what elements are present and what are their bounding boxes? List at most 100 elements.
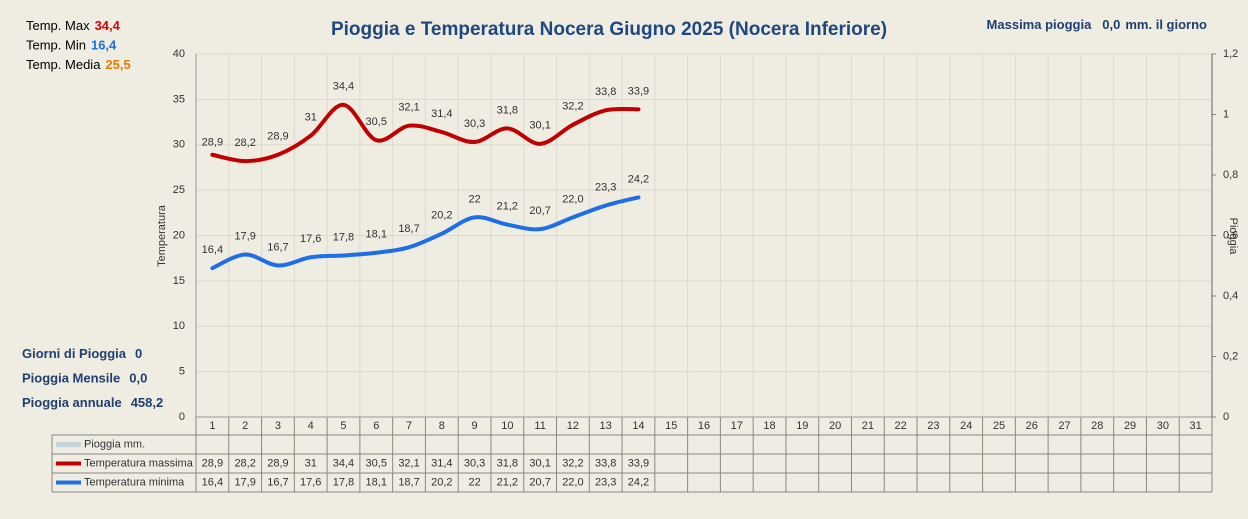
stat-label: Temp. Min: [26, 38, 86, 53]
table-cell: 17,6: [300, 476, 321, 488]
table-cell: 18,1: [366, 476, 387, 488]
x-tick-label: 31: [1189, 420, 1201, 432]
table-cell: 34,4: [333, 457, 354, 469]
stat-label: Temp. Max: [26, 18, 90, 33]
table-cell: 30,1: [529, 457, 550, 469]
x-tick-label: 15: [665, 420, 677, 432]
data-label: 20,7: [529, 205, 550, 217]
stat-value: 458,2: [131, 395, 164, 410]
x-tick-label: 16: [698, 420, 710, 432]
x-tick-label: 21: [862, 420, 874, 432]
table-cell: 31,8: [497, 457, 518, 469]
stat-value: 34,4: [95, 18, 121, 33]
x-tick-label: 6: [373, 420, 379, 432]
x-tick-label: 3: [275, 420, 281, 432]
legend-label: Temperatura minima: [84, 476, 185, 488]
data-label: 23,3: [595, 181, 616, 193]
y-tick-label: 25: [173, 184, 185, 196]
table-cell: 28,2: [234, 457, 255, 469]
data-label: 17,8: [333, 231, 354, 243]
data-label: 30,1: [529, 120, 550, 132]
x-tick-label: 9: [472, 420, 478, 432]
x-tick-label: 4: [308, 420, 314, 432]
y-tick-label: 0: [179, 411, 185, 423]
data-label: 21,2: [497, 201, 518, 213]
data-label: 18,1: [366, 229, 387, 241]
stat-value: 0,0: [129, 371, 147, 386]
table-cell: 31,4: [431, 457, 452, 469]
data-label: 17,6: [300, 233, 321, 245]
x-tick-label: 5: [340, 420, 346, 432]
x-tick-label: 26: [1026, 420, 1038, 432]
table-cell: 20,2: [431, 476, 452, 488]
table-cell: 32,1: [398, 457, 419, 469]
table-cell: 17,8: [333, 476, 354, 488]
table-cell: 21,2: [497, 476, 518, 488]
stat-label: Giorni di Pioggia: [22, 346, 127, 361]
data-label: 31,8: [497, 104, 518, 116]
table-cell: 30,5: [366, 457, 387, 469]
stat-text: Giorni di Pioggia 0: [22, 346, 142, 361]
data-label: 30,5: [366, 116, 387, 128]
stat-value: 0,0: [1102, 17, 1120, 32]
x-tick-label: 27: [1058, 420, 1070, 432]
data-label: 24,2: [628, 173, 649, 185]
x-tick-label: 10: [501, 420, 513, 432]
stat-text: Pioggia annuale 458,2: [22, 395, 163, 410]
data-label: 17,9: [234, 230, 255, 242]
stat-label: Pioggia Mensile: [22, 371, 120, 386]
x-tick-label: 7: [406, 420, 412, 432]
y2-tick-label: 1,2: [1223, 48, 1238, 60]
table-cell: 18,7: [398, 476, 419, 488]
x-tick-label: 24: [960, 420, 972, 432]
table-cell: 28,9: [202, 457, 223, 469]
stat-text: Temp. Min 16,4: [26, 38, 117, 53]
y-tick-label: 35: [173, 93, 185, 105]
stat-value: 16,4: [91, 38, 117, 53]
y-tick-label: 30: [173, 139, 185, 151]
stat-label: Temp. Media: [26, 57, 101, 72]
x-tick-label: 29: [1124, 420, 1136, 432]
table-cell: 16,7: [267, 476, 288, 488]
table-cell: 32,2: [562, 457, 583, 469]
stat-text: Pioggia Mensile 0,0: [22, 371, 147, 386]
table-cell: 20,7: [529, 476, 550, 488]
stat-unit: mm. il giorno: [1125, 17, 1207, 32]
data-label: 28,9: [202, 137, 223, 149]
x-tick-label: 28: [1091, 420, 1103, 432]
data-label: 34,4: [333, 81, 354, 93]
x-tick-label: 25: [993, 420, 1005, 432]
data-label: 31,4: [431, 108, 452, 120]
data-label: 32,1: [398, 102, 419, 114]
stat-label: Massima pioggia: [987, 17, 1093, 32]
data-label: 22,0: [562, 193, 583, 205]
table-cell: 24,2: [628, 476, 649, 488]
y2-tick-label: 0,2: [1223, 350, 1238, 362]
y2-tick-label: 0,4: [1223, 290, 1238, 302]
stat-text: Massima pioggia 0,0 mm. il giorno: [987, 17, 1207, 32]
x-tick-label: 1: [209, 420, 215, 432]
table-cell: 16,4: [202, 476, 223, 488]
stat-text: Temp. Media 25,5: [26, 57, 131, 72]
x-tick-label: 22: [895, 420, 907, 432]
data-label: 22: [468, 193, 480, 205]
data-label: 16,7: [267, 241, 288, 253]
data-label: 31: [305, 112, 317, 124]
x-tick-label: 30: [1157, 420, 1169, 432]
legend-label: Temperatura massima: [84, 457, 194, 469]
x-tick-label: 11: [534, 420, 545, 432]
x-tick-label: 2: [242, 420, 248, 432]
x-tick-label: 18: [763, 420, 775, 432]
y2-tick-label: 0,6: [1223, 229, 1238, 241]
data-label: 32,2: [562, 101, 583, 113]
x-tick-label: 13: [600, 420, 612, 432]
table-cell: 28,9: [267, 457, 288, 469]
y-tick-label: 5: [179, 366, 185, 378]
table-cell: 30,3: [464, 457, 485, 469]
data-label: 18,7: [398, 223, 419, 235]
data-label: 33,9: [628, 85, 649, 97]
data-label: 30,3: [464, 118, 485, 130]
y-tick-label: 15: [173, 275, 185, 287]
x-tick-label: 23: [927, 420, 939, 432]
y-tick-label: 10: [173, 320, 185, 332]
